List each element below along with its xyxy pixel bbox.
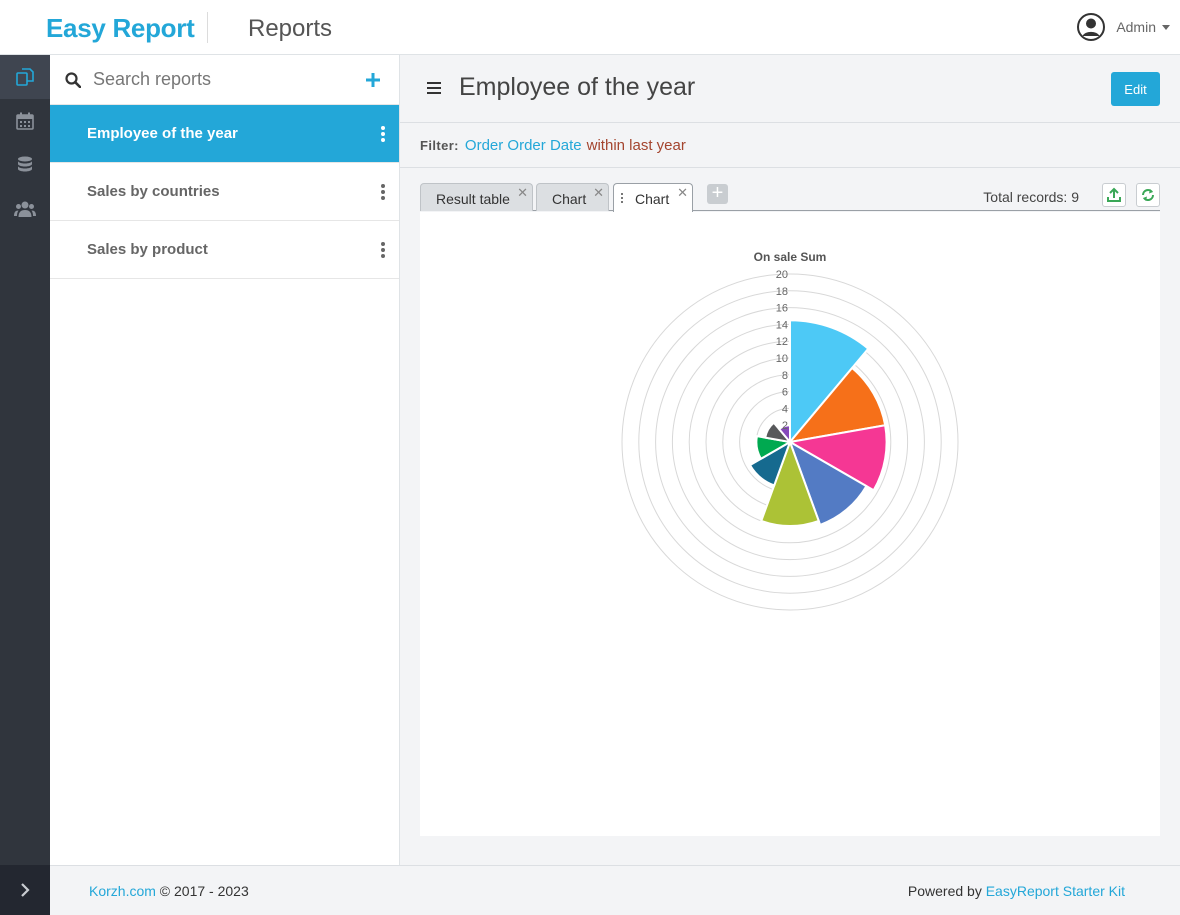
tab-label: Result table <box>436 191 510 207</box>
drag-handle-icon[interactable] <box>621 193 623 203</box>
copyright-text: © 2017 - 2023 <box>155 883 249 899</box>
report-item-sales-by-product[interactable]: Sales by product <box>50 221 399 279</box>
chart-slice <box>755 435 793 461</box>
upload-icon <box>1107 187 1121 202</box>
page-title: Employee of the year <box>459 73 696 101</box>
filter-condition-link[interactable]: within last year <box>586 136 686 154</box>
report-item-label: Sales by product <box>87 241 208 258</box>
user-avatar-icon <box>1077 13 1106 41</box>
report-header: Employee of the year Edit <box>400 55 1180 123</box>
report-item-label: Employee of the year <box>87 125 238 142</box>
search-bar <box>50 55 399 105</box>
tick-label: 16 <box>776 303 788 315</box>
chart-slice <box>787 424 888 492</box>
result-tabs: Result table ✕ Chart ✕ Chart ✕ + Total r… <box>420 183 1160 212</box>
report-item-sales-by-countries[interactable]: Sales by countries <box>50 163 399 221</box>
chart-panel: 20 18 16 14 12 10 8 6 4 2 On sale Sum <box>420 212 1160 836</box>
more-options-icon[interactable] <box>381 126 385 142</box>
users-icon <box>14 201 36 217</box>
polar-area-chart: 20 18 16 14 12 10 8 6 4 2 On sale Sum <box>621 250 959 611</box>
top-header: Easy Report Reports Admin <box>0 0 1180 55</box>
tab-label: Chart <box>552 191 587 207</box>
tick-label: 2 <box>782 420 788 432</box>
tab-chart-active[interactable]: Chart ✕ <box>613 183 693 212</box>
tick-label: 4 <box>782 403 788 415</box>
rail-data-sources[interactable] <box>0 143 50 187</box>
search-icon <box>65 71 81 88</box>
rail-users[interactable] <box>0 187 50 231</box>
header-divider <box>207 12 208 43</box>
edit-button[interactable]: Edit <box>1111 72 1160 106</box>
calendar-icon <box>16 112 34 130</box>
grid-ring <box>621 273 959 611</box>
site-link[interactable]: Korzh.com <box>89 883 156 899</box>
tick-label: 10 <box>776 353 788 365</box>
chevron-down-icon <box>1162 24 1170 30</box>
grid-ring <box>655 307 925 577</box>
database-icon <box>18 156 32 172</box>
powered-by-text: Powered by <box>907 883 986 899</box>
report-item-employee-of-the-year[interactable]: Employee of the year <box>50 105 399 163</box>
total-records: Total records: 9 <box>983 189 1079 205</box>
more-options-icon[interactable] <box>381 242 385 258</box>
icon-rail <box>0 55 50 915</box>
section-title: Reports <box>248 15 333 42</box>
reports-icon <box>16 68 34 86</box>
footer-powered-by: Powered by EasyReport Starter Kit <box>908 883 1125 899</box>
menu-icon[interactable] <box>427 82 441 94</box>
chart-slice <box>787 366 887 444</box>
chart-slice <box>777 424 791 445</box>
add-tab-button[interactable]: + <box>707 183 728 204</box>
chevron-right-icon <box>21 883 30 897</box>
report-view: Employee of the year Edit Filter: Order … <box>400 55 1180 865</box>
report-item-label: Sales by countries <box>87 183 220 200</box>
chart-slice <box>748 439 792 487</box>
starter-kit-link[interactable]: EasyReport Starter Kit <box>985 883 1125 899</box>
export-button[interactable] <box>1102 183 1126 207</box>
tick-label: 18 <box>776 286 788 298</box>
tick-label: 8 <box>782 370 788 382</box>
close-icon[interactable]: ✕ <box>593 185 604 200</box>
user-menu[interactable]: Admin <box>1076 12 1170 42</box>
close-icon[interactable]: ✕ <box>677 185 688 200</box>
sync-icon <box>1142 189 1154 201</box>
search-input[interactable] <box>93 69 343 90</box>
chart-slice <box>788 439 868 527</box>
rail-calendar[interactable] <box>0 99 50 143</box>
chart-slice <box>789 319 870 445</box>
tab-result-table[interactable]: Result table ✕ <box>420 183 533 211</box>
tick-label: 12 <box>776 336 788 348</box>
rail-reports[interactable] <box>0 55 50 99</box>
chart-slice <box>759 439 821 527</box>
tick-label: 6 <box>782 387 788 399</box>
plus-icon <box>366 73 380 87</box>
grid-ring <box>638 290 942 594</box>
more-options-icon[interactable] <box>381 184 385 200</box>
footer: Korzh.com © 2017 - 2023 Powered by EasyR… <box>50 865 1180 915</box>
tick-label: 14 <box>776 319 788 331</box>
report-list-panel: Employee of the year Sales by countries … <box>50 55 400 865</box>
add-report-button[interactable] <box>365 68 383 90</box>
tab-chart[interactable]: Chart ✕ <box>536 183 609 211</box>
tab-label: Chart <box>635 191 670 207</box>
footer-copyright: Korzh.com © 2017 - 2023 <box>89 883 249 899</box>
expand-sidebar-button[interactable] <box>0 865 50 915</box>
close-icon[interactable]: ✕ <box>517 185 528 200</box>
filter-label: Filter: <box>420 137 459 153</box>
filter-bar: Filter: Order Order Date within last yea… <box>400 123 1180 168</box>
chart-title: On sale Sum <box>754 250 827 264</box>
brand-logo[interactable]: Easy Report <box>46 13 195 43</box>
tick-label: 20 <box>776 269 788 281</box>
user-name: Admin <box>1116 19 1156 35</box>
refresh-button[interactable] <box>1136 183 1160 207</box>
filter-field-link[interactable]: Order Order Date <box>464 136 582 154</box>
chart-slice <box>764 421 793 444</box>
